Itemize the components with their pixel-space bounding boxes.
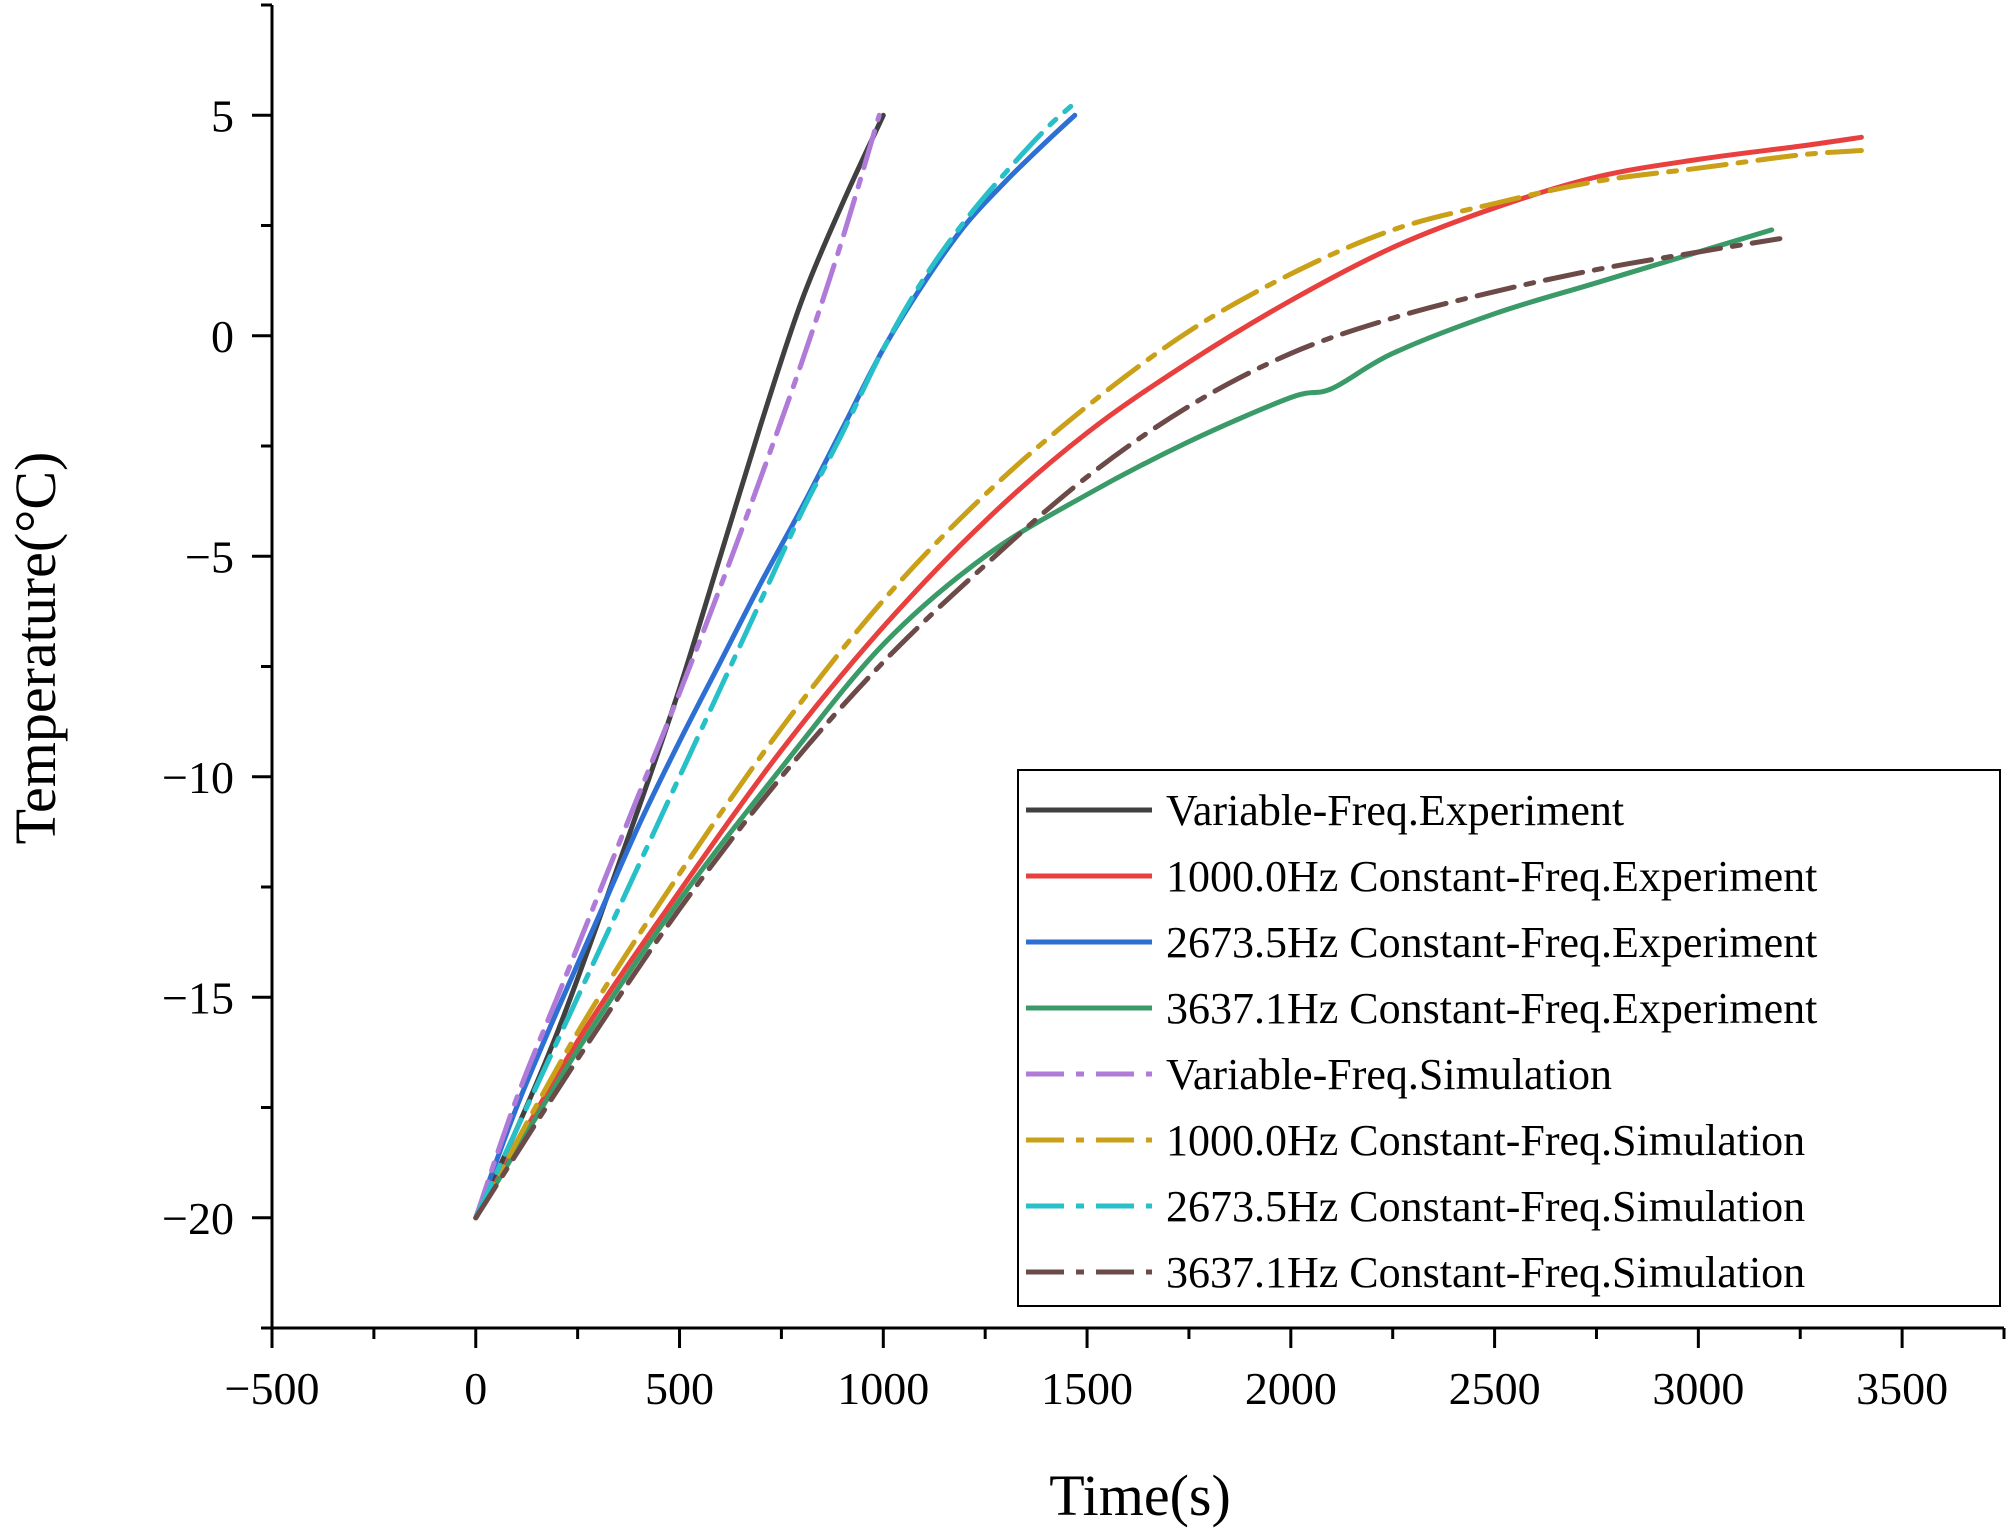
x-tick-label: 1500 — [1041, 1363, 1133, 1414]
x-tick-label: 2500 — [1449, 1363, 1541, 1414]
y-tick-label: −10 — [162, 752, 234, 803]
y-tick-label: −20 — [162, 1193, 234, 1244]
axes: −500 0 500 1000 1500 2000 2500 3000 3500 −20 −15 −1… — [162, 3, 2006, 1414]
x-tick-label: 2000 — [1245, 1363, 1337, 1414]
y-tick-label: −15 — [162, 972, 234, 1023]
series-line-6 — [473, 148, 1864, 1221]
legend-label: 2673.5Hz Constant-Freq.Simulation — [1166, 1182, 1805, 1231]
legend-label: 2673.5Hz Constant-Freq.Experiment — [1166, 918, 1817, 967]
y-axis-title: Temperature(°C) — [3, 452, 68, 845]
series-line-5 — [473, 112, 882, 1221]
y-tick-label: −5 — [185, 531, 234, 582]
legend-label: Variable-Freq.Simulation — [1166, 1050, 1612, 1099]
y-tick-label: 0 — [211, 311, 234, 362]
x-tick-label: −500 — [225, 1363, 320, 1414]
x-tick-label: 3500 — [1856, 1363, 1948, 1414]
legend-label: 3637.1Hz Constant-Freq.Simulation — [1166, 1248, 1805, 1297]
series-layer — [473, 103, 1864, 1221]
x-tick-label: 3000 — [1652, 1363, 1744, 1414]
series-line-3 — [473, 112, 1078, 1221]
legend-label: 1000.0Hz Constant-Freq.Experiment — [1166, 852, 1817, 901]
series-line-4 — [473, 227, 1775, 1221]
legend-box — [1017, 769, 2001, 1307]
series-line-2 — [473, 134, 1864, 1221]
x-axis-title: Time(s) — [1049, 1463, 1231, 1528]
y-tick-label: 5 — [211, 90, 234, 141]
legend-label: Variable-Freq.Experiment — [1166, 786, 1624, 835]
series-line-8 — [473, 236, 1783, 1221]
x-tick-label: 500 — [645, 1363, 714, 1414]
x-tick-label: 1000 — [837, 1363, 929, 1414]
series-line-7 — [473, 103, 1074, 1221]
legend-label: 1000.0Hz Constant-Freq.Simulation — [1166, 1116, 1805, 1165]
legend-label: 3637.1Hz Constant-Freq.Experiment — [1166, 984, 1817, 1033]
legend: Variable-Freq.Experiment 1000.0Hz Constan… — [1017, 769, 2001, 1307]
x-tick-label: 0 — [464, 1363, 487, 1414]
